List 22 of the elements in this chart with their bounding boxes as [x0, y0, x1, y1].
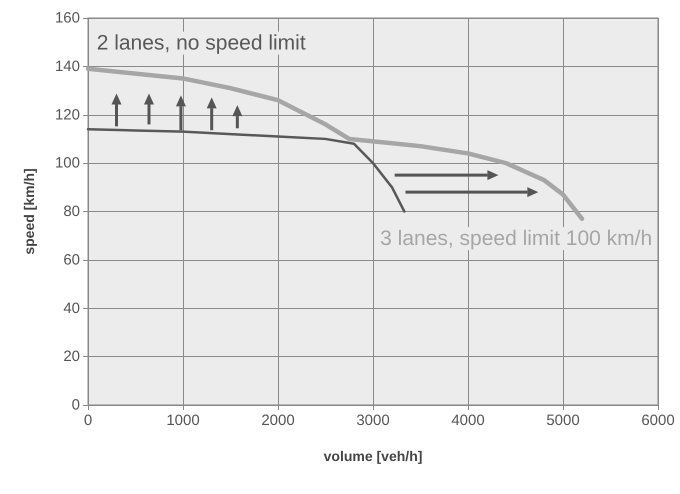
y-tick-label: 20 [63, 348, 80, 366]
y-tick-label: 100 [54, 154, 80, 172]
x-tick-label: 4000 [451, 412, 485, 429]
line-series [86, 128, 406, 213]
y-tick-label: 40 [63, 300, 80, 317]
x-tick-label: 3000 [356, 412, 390, 429]
text: 2 lanes, no speed limit [96, 32, 306, 55]
x-tick-label: 2000 [261, 412, 295, 429]
y-tick-label: 140 [54, 58, 80, 75]
y-tick-label: 80 [63, 203, 80, 220]
x-tick-label: 0 [84, 412, 92, 429]
y-tick-label: 160 [54, 10, 80, 26]
x-tick-label: 6000 [641, 412, 675, 429]
text: 3 lanes, speed limit 100 km/h [380, 227, 652, 250]
y-tick-label: 60 [63, 251, 80, 268]
x-tick-label: 5000 [546, 412, 580, 429]
y-tick-label: 120 [54, 106, 80, 124]
y-tick-label: 0 [72, 396, 80, 414]
line-series [86, 66, 584, 222]
y-axis-title: speed [km/h] [21, 168, 37, 255]
x-tick-label: 1000 [166, 412, 200, 429]
x-axis-title: volume [veh/h] [324, 448, 422, 464]
